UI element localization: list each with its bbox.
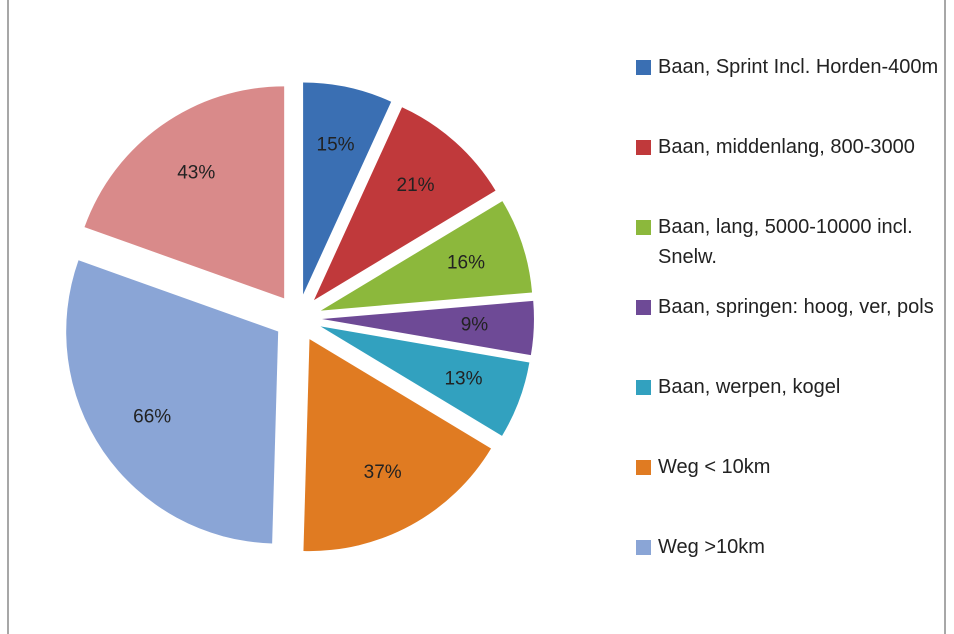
data-label: 13% [444, 369, 482, 390]
data-label: 16% [447, 252, 485, 273]
legend-item: Baan, middenlang, 800-3000 [636, 132, 941, 162]
pie-slice [321, 300, 534, 356]
legend-item: Baan, Sprint Incl. Horden-400m [636, 52, 941, 82]
data-label: 37% [364, 462, 402, 483]
legend-item: Baan, werpen, kogel [636, 372, 941, 402]
legend-swatch [636, 380, 651, 395]
legend-swatch [636, 540, 651, 555]
pie-slice [84, 86, 285, 299]
pie-slice [66, 260, 279, 544]
data-label: 66% [133, 407, 171, 428]
pie-slice [313, 107, 496, 301]
legend-label: Baan, lang, 5000-10000 incl. Snelw. [658, 216, 913, 268]
legend-item: Weg < 10km [636, 452, 941, 482]
pie-slice [320, 326, 530, 436]
legend-label: Baan, Sprint Incl. Horden-400m [658, 56, 939, 78]
legend-item: Weg >10km [636, 532, 941, 562]
legend-label: Weg >10km [658, 536, 765, 558]
legend-label: Baan, springen: hoog, ver, pols [658, 296, 934, 318]
data-label: 15% [317, 134, 355, 155]
data-label: 43% [177, 163, 215, 184]
legend-item: Baan, lang, 5000-10000 incl. Snelw. [636, 212, 941, 272]
legend-swatch [636, 60, 651, 75]
chart-frame [7, 0, 946, 634]
legend-label: Baan, werpen, kogel [658, 376, 841, 398]
pie-slice [320, 201, 533, 311]
legend-label: Weg < 10km [658, 456, 771, 478]
legend-swatch [636, 220, 651, 235]
legend-label: Baan, middenlang, 800-3000 [658, 136, 915, 158]
legend-swatch [636, 140, 651, 155]
data-label: 21% [397, 175, 435, 196]
data-label: 9% [461, 315, 489, 336]
legend-swatch [636, 300, 651, 315]
pie-slice [303, 82, 392, 295]
legend-item: Baan, springen: hoog, ver, pols [636, 292, 941, 322]
pie-slice [303, 339, 492, 552]
legend-swatch [636, 460, 651, 475]
